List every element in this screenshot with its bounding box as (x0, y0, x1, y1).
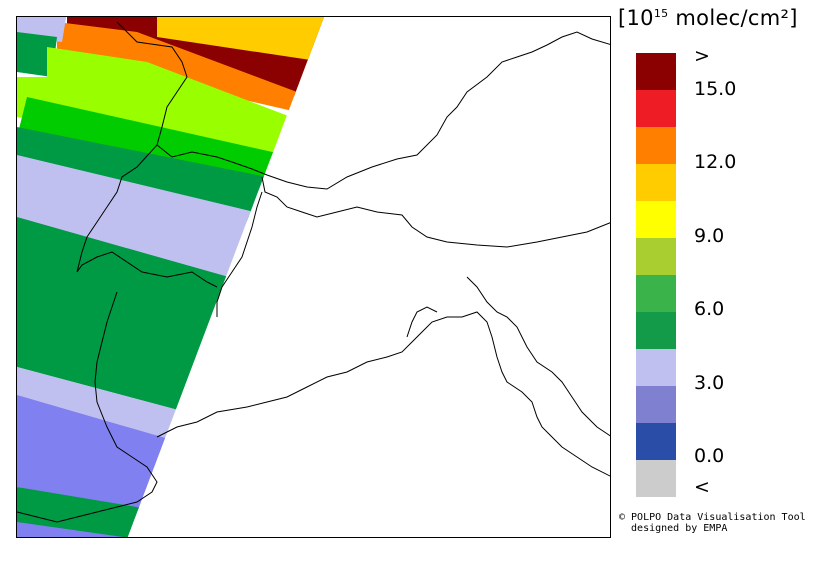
credit-line-1: © POLPO Data Visualisation Tool (619, 512, 806, 523)
legend-swatch (636, 201, 676, 238)
legend-title-suffix: molec/cm²] (668, 6, 798, 30)
legend-swatch (636, 127, 676, 164)
legend-swatch (636, 90, 676, 127)
country-borders (17, 21, 610, 523)
legend-swatch (636, 460, 676, 497)
legend-swatch (636, 275, 676, 312)
map-panel (16, 16, 611, 538)
swath-band (57, 22, 297, 112)
border-line (76, 251, 218, 288)
legend-tick-label: < (694, 476, 710, 498)
legend-title-prefix: [10 (618, 6, 654, 30)
border-line (116, 21, 610, 190)
swath-band (157, 17, 324, 67)
border-line (76, 144, 158, 273)
legend-tick-label: 3.0 (694, 372, 725, 394)
legend-swatch (636, 238, 676, 275)
legend-tick-label: 9.0 (694, 225, 725, 247)
coastline (466, 276, 610, 437)
legend-title-exponent: 15 (653, 7, 669, 20)
credit-line-2: designed by EMPA (619, 523, 728, 534)
legend-swatch (636, 423, 676, 460)
legend-colorbar (636, 53, 676, 497)
swath-band (17, 522, 137, 537)
credit-text: © POLPO Data Visualisation Tool designed… (619, 512, 806, 534)
legend-tick-label: > (694, 45, 710, 67)
legend-tick-label: 6.0 (694, 298, 725, 320)
legend-tick-label: 0.0 (694, 445, 725, 467)
legend-swatch (636, 164, 676, 201)
legend-swatch (636, 386, 676, 423)
legend-title: [1015 molec/cm²] (618, 6, 798, 30)
legend-swatch (636, 312, 676, 349)
border-line (261, 176, 610, 248)
legend-tick-label: 12.0 (694, 151, 737, 173)
coastline (406, 306, 438, 338)
legend-swatch (636, 53, 676, 90)
satellite-swath (17, 17, 324, 537)
border-line (17, 291, 158, 523)
map-canvas (17, 17, 610, 537)
legend-tick-label: 15.0 (694, 78, 737, 100)
border-line (216, 191, 263, 317)
legend-swatch (636, 349, 676, 386)
coastline (156, 311, 610, 477)
